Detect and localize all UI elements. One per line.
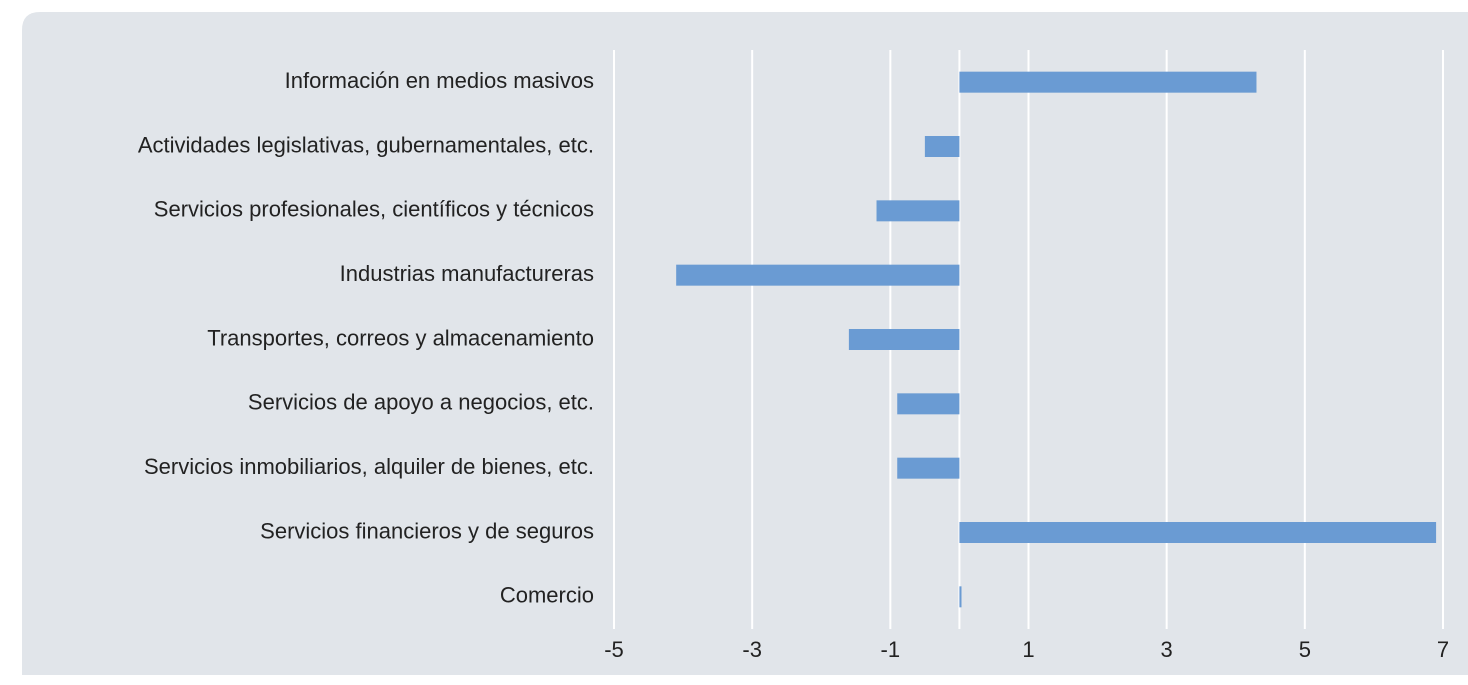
bar xyxy=(959,71,1257,93)
x-tick-label: -3 xyxy=(742,637,762,662)
bar xyxy=(959,522,1437,543)
x-tick-label: -5 xyxy=(604,637,624,662)
y-tick-label: Servicios de apoyo a negocios, etc. xyxy=(248,390,594,415)
y-tick-label: Servicios financieros y de seguros xyxy=(260,518,594,543)
x-tick-label: 1 xyxy=(1022,637,1034,662)
x-tick-label: 3 xyxy=(1161,637,1173,662)
y-tick-label: Servicios inmobiliarios, alquiler de bie… xyxy=(144,454,594,479)
bar xyxy=(959,586,962,608)
y-tick-label: Transportes, correos y almacenamiento xyxy=(207,325,594,350)
y-tick-label: Actividades legislativas, gubernamentale… xyxy=(138,132,594,157)
bar xyxy=(848,329,960,350)
panel xyxy=(22,12,1468,675)
bar xyxy=(676,264,960,286)
y-tick-label: Información en medios masivos xyxy=(285,68,594,93)
bar xyxy=(897,457,960,479)
x-tick-label: -1 xyxy=(881,637,901,662)
y-tick-label: Industrias manufactureras xyxy=(340,261,594,286)
y-tick-label: Servicios profesionales, científicos y t… xyxy=(154,197,594,222)
bar xyxy=(876,200,960,222)
y-tick-label: Comercio xyxy=(500,583,594,608)
x-tick-label: 5 xyxy=(1299,637,1311,662)
bar xyxy=(924,136,960,157)
x-tick-label: 7 xyxy=(1437,637,1449,662)
bar xyxy=(897,393,960,415)
